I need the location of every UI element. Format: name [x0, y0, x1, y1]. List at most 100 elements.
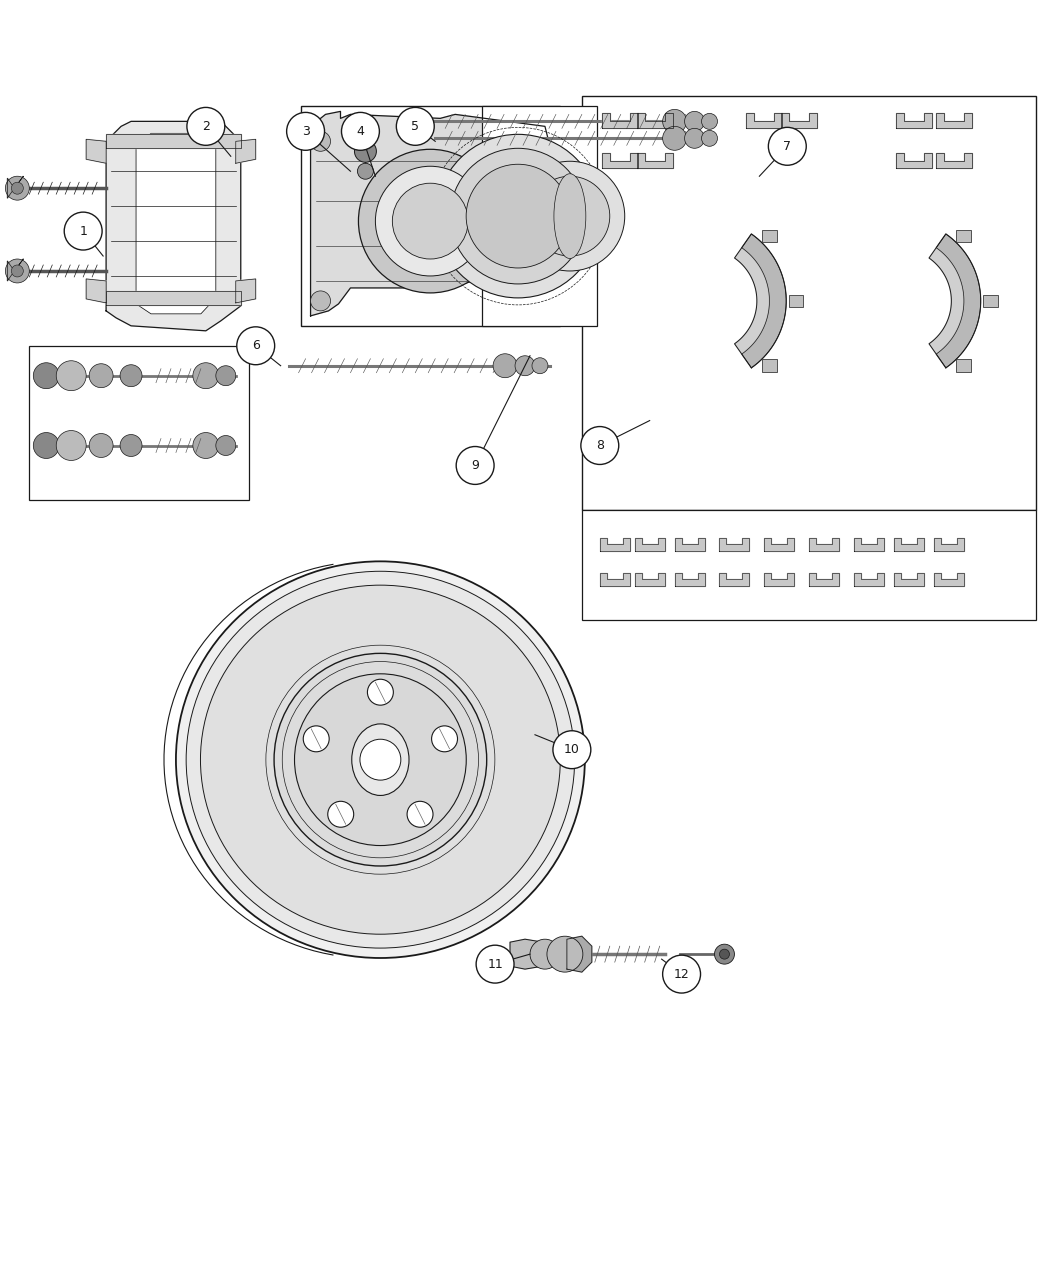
Polygon shape — [936, 153, 972, 168]
Polygon shape — [567, 936, 592, 972]
Circle shape — [341, 112, 379, 150]
Bar — [29, 346, 249, 500]
Circle shape — [5, 176, 29, 200]
Circle shape — [466, 164, 570, 268]
Circle shape — [311, 291, 331, 311]
Circle shape — [357, 163, 374, 180]
Circle shape — [685, 129, 705, 148]
Circle shape — [287, 112, 324, 150]
Circle shape — [719, 949, 730, 959]
Circle shape — [547, 936, 583, 972]
Ellipse shape — [186, 571, 574, 949]
Circle shape — [714, 945, 734, 964]
Circle shape — [294, 673, 466, 845]
Polygon shape — [719, 574, 750, 586]
Circle shape — [368, 680, 394, 705]
Circle shape — [530, 176, 610, 256]
Polygon shape — [106, 121, 240, 330]
Text: 3: 3 — [301, 125, 310, 138]
Polygon shape — [933, 538, 964, 551]
Ellipse shape — [352, 724, 410, 796]
Bar — [789, 295, 803, 307]
Text: 9: 9 — [471, 459, 479, 472]
Polygon shape — [854, 538, 884, 551]
Polygon shape — [894, 574, 924, 586]
Circle shape — [12, 182, 23, 194]
Circle shape — [12, 265, 23, 277]
Bar — [300, 106, 560, 326]
Circle shape — [407, 801, 433, 827]
Circle shape — [663, 126, 687, 150]
Polygon shape — [602, 153, 637, 168]
Polygon shape — [86, 279, 106, 303]
Circle shape — [236, 326, 275, 365]
Polygon shape — [636, 113, 673, 129]
Circle shape — [516, 356, 534, 376]
Polygon shape — [7, 259, 23, 280]
Circle shape — [64, 212, 102, 250]
Circle shape — [355, 140, 376, 162]
Text: 10: 10 — [564, 743, 580, 756]
Circle shape — [685, 111, 705, 131]
Polygon shape — [764, 538, 794, 551]
Polygon shape — [510, 940, 565, 969]
Circle shape — [701, 113, 717, 129]
Circle shape — [187, 107, 225, 145]
Circle shape — [5, 259, 29, 283]
Bar — [957, 360, 971, 372]
Polygon shape — [674, 574, 705, 586]
Polygon shape — [674, 538, 705, 551]
Circle shape — [553, 731, 591, 769]
Text: 12: 12 — [674, 968, 690, 980]
Circle shape — [34, 432, 59, 459]
Polygon shape — [764, 574, 794, 586]
Polygon shape — [781, 113, 817, 129]
Circle shape — [436, 134, 600, 298]
Polygon shape — [311, 111, 554, 316]
Polygon shape — [896, 113, 932, 129]
Polygon shape — [236, 139, 256, 163]
Bar — [762, 360, 777, 372]
Polygon shape — [634, 574, 665, 586]
Circle shape — [376, 166, 485, 275]
Text: 4: 4 — [357, 125, 364, 138]
Circle shape — [120, 435, 142, 456]
Circle shape — [193, 432, 218, 459]
Polygon shape — [86, 139, 106, 163]
Polygon shape — [602, 113, 637, 129]
Polygon shape — [136, 134, 216, 314]
Circle shape — [450, 148, 586, 284]
Ellipse shape — [201, 585, 561, 935]
Circle shape — [274, 653, 487, 866]
Circle shape — [581, 427, 618, 464]
Polygon shape — [810, 538, 839, 551]
Circle shape — [89, 363, 113, 388]
Circle shape — [120, 365, 142, 386]
Polygon shape — [936, 113, 972, 129]
Polygon shape — [894, 538, 924, 551]
Circle shape — [360, 740, 401, 780]
Text: 6: 6 — [252, 339, 259, 352]
Circle shape — [57, 431, 86, 460]
Ellipse shape — [176, 561, 585, 958]
Circle shape — [516, 161, 625, 272]
Circle shape — [432, 725, 458, 752]
Circle shape — [494, 353, 517, 377]
Text: 1: 1 — [79, 224, 87, 237]
Text: 8: 8 — [595, 439, 604, 453]
Circle shape — [701, 130, 717, 147]
Circle shape — [57, 361, 86, 390]
Polygon shape — [735, 235, 786, 367]
Circle shape — [393, 184, 468, 259]
Polygon shape — [719, 538, 750, 551]
Circle shape — [328, 801, 354, 827]
Circle shape — [303, 725, 330, 752]
Circle shape — [532, 358, 548, 374]
Text: 7: 7 — [783, 140, 792, 153]
Polygon shape — [854, 574, 884, 586]
Circle shape — [530, 940, 560, 969]
Circle shape — [358, 149, 502, 293]
Circle shape — [663, 955, 700, 993]
Polygon shape — [747, 113, 782, 129]
Polygon shape — [896, 153, 932, 168]
